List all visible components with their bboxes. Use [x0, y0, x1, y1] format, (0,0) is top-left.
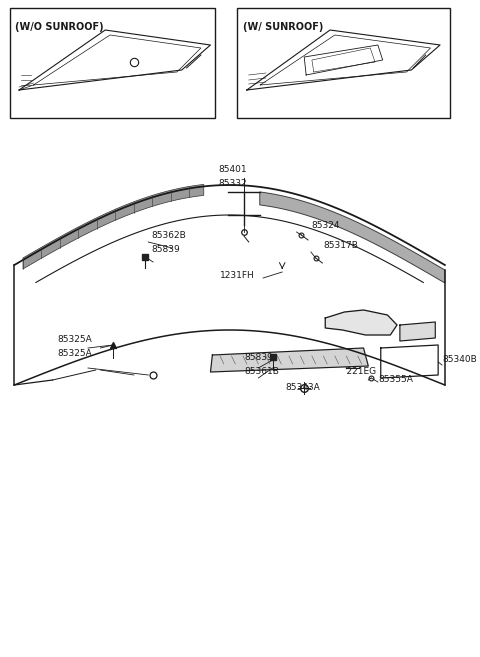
Text: 85361B: 85361B — [244, 367, 279, 376]
Text: (W/ SUNROOF): (W/ SUNROOF) — [243, 22, 324, 32]
Text: '221EG: '221EG — [344, 367, 376, 376]
Bar — [10, 8, 215, 118]
Polygon shape — [400, 322, 435, 341]
Text: 85325A: 85325A — [58, 335, 92, 344]
Text: 1231FH: 1231FH — [220, 271, 255, 280]
Bar — [237, 8, 450, 118]
Text: 85362B: 85362B — [151, 231, 186, 240]
Text: (W/O SUNROOF): (W/O SUNROOF) — [15, 22, 104, 32]
Text: 85401: 85401 — [218, 165, 247, 174]
Text: 85343A: 85343A — [285, 383, 320, 392]
Text: 85325A: 85325A — [58, 349, 92, 358]
Text: 85324: 85324 — [311, 221, 339, 230]
Polygon shape — [23, 185, 204, 269]
Polygon shape — [325, 310, 397, 335]
Text: 85355A: 85355A — [379, 375, 414, 384]
Text: 85340B: 85340B — [442, 355, 477, 364]
Text: 85332: 85332 — [218, 179, 247, 188]
Text: 85839: 85839 — [151, 245, 180, 254]
Text: 85317B: 85317B — [324, 241, 358, 250]
Polygon shape — [260, 192, 445, 283]
Polygon shape — [210, 348, 368, 372]
Text: 85839: 85839 — [244, 353, 273, 362]
